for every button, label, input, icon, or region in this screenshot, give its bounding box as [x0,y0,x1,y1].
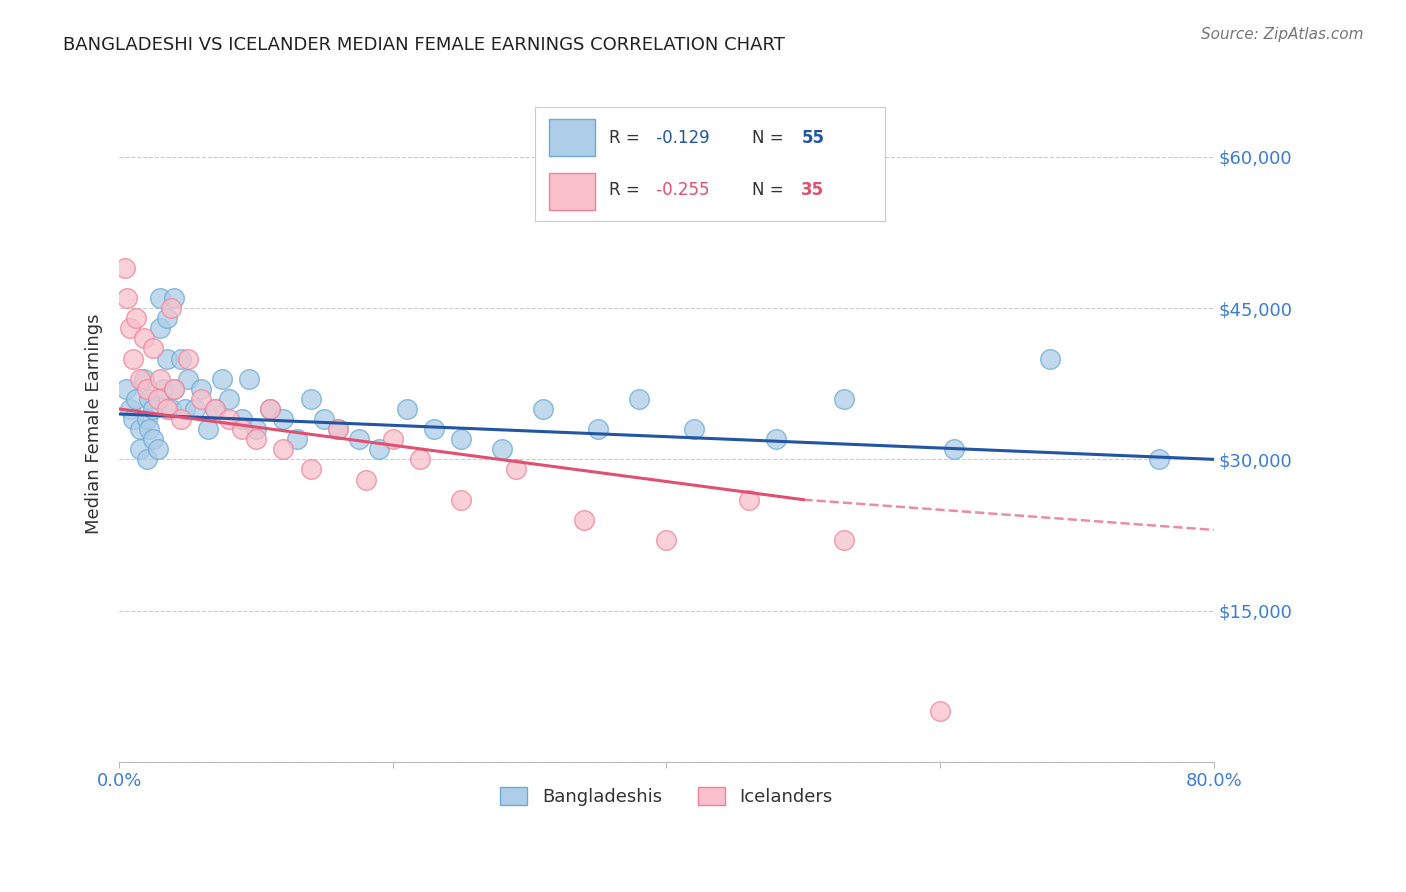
Point [190,392,212,406]
Point [132,331,155,345]
Point [273,442,295,457]
Point [120,321,142,335]
Point [354,473,377,487]
Point [765,432,787,446]
Point [942,442,965,457]
Point [450,492,472,507]
Point [125,311,148,326]
Point [156,351,179,366]
Point [176,351,198,366]
Point [135,412,157,426]
Point [138,392,160,406]
Point [114,260,136,275]
Point [170,351,193,366]
Point [574,513,596,527]
Point [423,422,446,436]
Point [190,382,212,396]
Point [163,382,186,396]
Point [368,442,391,457]
Point [120,401,142,416]
Point [152,382,174,396]
Point [929,704,952,718]
Point [737,492,759,507]
Point [149,321,172,335]
Point [505,462,527,476]
Y-axis label: Median Female Earnings: Median Female Earnings [86,314,103,534]
Point [218,412,240,426]
Point [204,401,226,416]
Point [218,392,240,406]
Point [183,401,205,416]
Point [347,432,370,446]
Point [299,392,322,406]
Point [628,392,651,406]
Point [125,392,148,406]
Point [135,382,157,396]
Point [138,422,160,436]
Legend: Bangladeshis, Icelanders: Bangladeshis, Icelanders [494,780,839,814]
Point [128,422,150,436]
Point [163,382,186,396]
Point [197,422,219,436]
Point [117,291,139,305]
Point [128,372,150,386]
Text: Source: ZipAtlas.com: Source: ZipAtlas.com [1201,27,1364,42]
Point [655,533,678,547]
Point [146,392,169,406]
Point [381,432,404,446]
Point [142,432,165,446]
Point [135,452,157,467]
Point [273,412,295,426]
Point [122,351,145,366]
Point [238,372,260,386]
Point [328,422,350,436]
Point [142,401,165,416]
Point [231,422,253,436]
Point [204,401,226,416]
Point [231,412,253,426]
Point [160,401,183,416]
Point [160,301,183,315]
Point [146,442,169,457]
Point [450,432,472,446]
Point [682,422,704,436]
Point [314,412,336,426]
Point [259,401,281,416]
Point [1038,351,1060,366]
Point [115,382,138,396]
Point [176,372,198,386]
Point [245,432,267,446]
Point [156,401,179,416]
Point [128,442,150,457]
Point [132,372,155,386]
Point [156,311,179,326]
Point [163,291,186,305]
Point [409,452,432,467]
Point [211,372,233,386]
Point [531,401,554,416]
Point [834,392,856,406]
Point [491,442,513,457]
Point [299,462,322,476]
Point [586,422,609,436]
Point [149,291,172,305]
Point [122,412,145,426]
Point [1147,452,1170,467]
Point [170,412,193,426]
Point [259,401,281,416]
Point [174,401,197,416]
Point [328,422,350,436]
Text: BANGLADESHI VS ICELANDER MEDIAN FEMALE EARNINGS CORRELATION CHART: BANGLADESHI VS ICELANDER MEDIAN FEMALE E… [63,36,785,54]
Point [395,401,418,416]
Point [834,533,856,547]
Point [285,432,308,446]
Point [142,342,165,356]
Point [149,372,172,386]
Point [245,422,267,436]
